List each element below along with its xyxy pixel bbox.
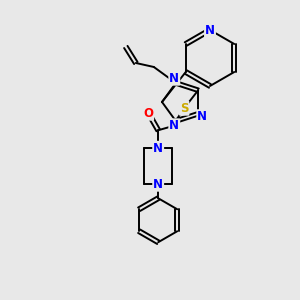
Text: N: N — [153, 142, 163, 155]
Text: O: O — [143, 107, 153, 120]
Text: N: N — [169, 72, 179, 85]
Text: N: N — [153, 178, 163, 191]
Text: N: N — [197, 110, 207, 123]
Text: S: S — [180, 102, 188, 115]
Text: N: N — [205, 23, 215, 37]
Text: N: N — [169, 119, 179, 132]
